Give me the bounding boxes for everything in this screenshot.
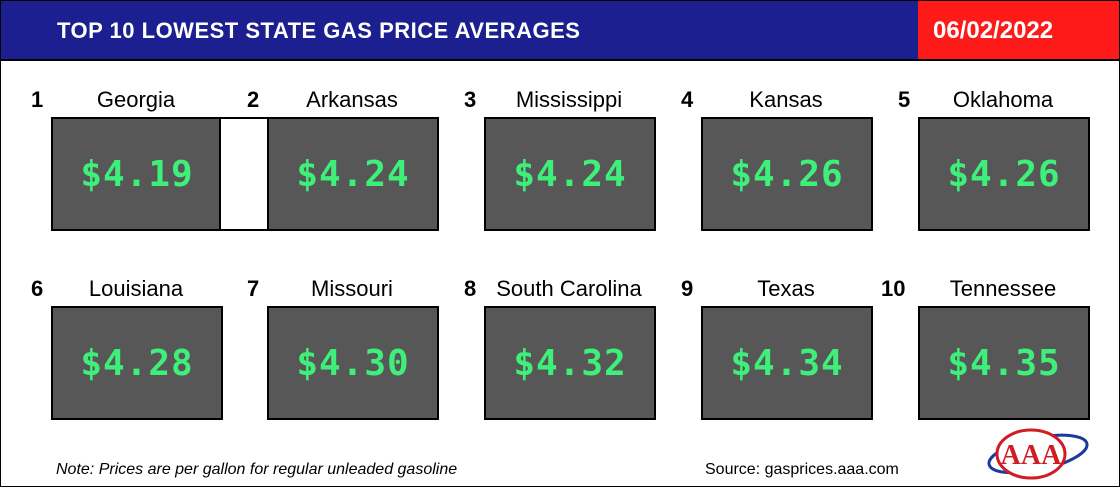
price-value: $4.32 [513,342,627,384]
price-value: $4.24 [296,153,410,195]
date-badge: 06/02/2022 [918,1,1119,59]
rank-item-7: 7 Missouri $4.30 [247,276,447,446]
state-name: Tennessee [949,276,1057,301]
state-name: South Carolina [496,276,642,301]
rank-number: 7 [247,276,260,301]
rank-item-1: 1 Georgia $4.19 [31,87,231,257]
rank-item-6: 6 Louisiana $4.28 [31,276,231,446]
source-credit: Source: gasprices.aaa.com [705,461,899,478]
state-name: Kansas [749,87,823,112]
price-box: $4.24 [267,117,439,231]
rank-number: 3 [464,87,477,112]
rank-item-10: 10 Tennessee $4.35 [881,276,1090,446]
price-box: $4.19 [51,117,223,231]
price-box: $4.26 [918,117,1090,231]
price-box: $4.28 [51,306,223,420]
price-value: $4.30 [296,342,410,384]
rank-item-3: 3 Mississippi $4.24 [464,87,664,257]
logo-text: AAA [1001,440,1062,471]
price-box: $4.24 [484,117,656,231]
page-title: TOP 10 LOWEST STATE GAS PRICE AVERAGES [57,18,581,43]
price-value: $4.24 [513,153,627,195]
rank-number: 2 [247,87,260,112]
rank-number: 5 [898,87,911,112]
price-value: $4.34 [730,342,844,384]
price-value: $4.26 [730,153,844,195]
rank-number: 10 [881,276,906,301]
logo-oval [995,428,1067,480]
rank-number: 9 [681,276,694,301]
price-box: $4.34 [701,306,873,420]
state-name: Oklahoma [952,87,1054,112]
state-name: Texas [757,276,815,301]
state-name: Georgia [96,87,176,112]
price-value: $4.19 [80,153,194,195]
state-name: Mississippi [515,87,623,112]
state-name: Arkansas [306,87,398,112]
rank-item-4: 4 Kansas $4.26 [681,87,881,257]
footnote: Note: Prices are per gallon for regular … [56,461,458,478]
state-name: Missouri [311,276,393,301]
rank-number: 8 [464,276,477,301]
rank-number: 1 [31,87,44,112]
price-value: $4.28 [80,342,194,384]
price-value: $4.35 [947,342,1061,384]
rank-number: 6 [31,276,44,301]
price-value: $4.26 [947,153,1061,195]
state-name: Louisiana [88,276,184,301]
price-box: $4.26 [701,117,873,231]
rank-item-9: 9 Texas $4.34 [681,276,881,446]
price-box: $4.32 [484,306,656,420]
rank-item-2: 2 Arkansas $4.24 [247,87,447,257]
price-box: $4.30 [267,306,439,420]
aaa-logo: AAA [987,428,1089,480]
header-bar: TOP 10 LOWEST STATE GAS PRICE AVERAGES 0… [1,1,1119,61]
spacer-box [219,117,269,231]
rank-item-8: 8 South Carolina $4.32 [464,276,664,446]
rank-item-5: 5 Oklahoma $4.26 [898,87,1098,257]
rank-number: 4 [681,87,694,112]
price-box: $4.35 [918,306,1090,420]
date-label: 06/02/2022 [933,17,1054,44]
